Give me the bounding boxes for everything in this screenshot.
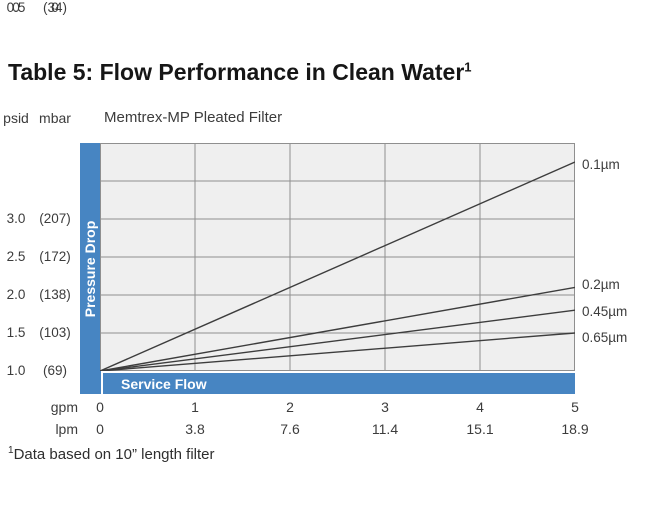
y-tick-psid: 2.5 [6, 249, 26, 264]
y-tick-psid: 2.0 [6, 287, 26, 302]
flow-chart [100, 143, 575, 371]
x-tick-gpm: 4 [476, 399, 484, 415]
footnote: 1Data based on 10” length filter [8, 445, 215, 463]
y-tick-row: 1.5 (103) [0, 325, 78, 340]
x-tick-lpm: 18.9 [561, 421, 589, 437]
footnote-text: Data based on 10” length filter [13, 446, 215, 463]
series-label-0-45um: 0.45µm [582, 304, 628, 319]
y-axis-units-header: psid mbar [0, 110, 78, 126]
x-tick-gpm: 2 [286, 399, 294, 415]
chart-subtitle: Memtrex-MP Pleated Filter [104, 109, 283, 126]
y-tick-mbar: (103) [39, 325, 71, 340]
plot-area [100, 143, 575, 371]
y-tick-psid: 1.0 [6, 363, 26, 378]
x-tick-lpm: 7.6 [280, 421, 300, 437]
page-title-text: Table 5: Flow Performance in Clean Water [8, 59, 465, 86]
y-tick-row: 2.0 (138) [0, 287, 78, 302]
y-tick-row: 1.0 (69) [0, 363, 78, 378]
x-tick-lpm: 3.8 [185, 421, 205, 437]
y-tick-row: 0 0 [0, 0, 78, 15]
y-tick-mbar: (34) [42, 0, 67, 15]
x-tick-lpm: 15.1 [466, 421, 494, 437]
y-tick-mbar: (207) [39, 211, 71, 226]
footnote-superscript: 1 [8, 445, 14, 456]
x-tick-lpm: 0 [96, 421, 104, 437]
service-flow-axis-label: Service Flow [121, 375, 207, 392]
x-tick-gpm: 5 [571, 399, 579, 415]
service-flow-axis-bar: Service Flow [103, 373, 575, 394]
y-axis-unit-psid: psid [3, 110, 29, 126]
pressure-drop-axis-label: Pressure Drop [82, 220, 99, 317]
x-tick-lpm: 11.4 [371, 421, 399, 437]
y-tick-row: 0.5 (34) [0, 0, 78, 15]
x-tick-gpm: 0 [96, 399, 104, 415]
series-label-0-1um: 0.1µm [582, 157, 620, 172]
y-tick-mbar: 0 [51, 0, 59, 15]
y-tick-mbar: (138) [39, 287, 71, 302]
y-tick-row: 3.0 (207) [0, 211, 78, 226]
y-tick-psid: 3.0 [6, 211, 26, 226]
y-tick-row: 2.5 (172) [0, 249, 78, 264]
x-axis-unit-lpm: lpm [55, 421, 78, 437]
x-tick-gpm: 3 [381, 399, 389, 415]
y-tick-psid: 0.5 [6, 0, 26, 15]
series-label-0-2um: 0.2µm [582, 277, 620, 292]
y-tick-psid: 0 [12, 0, 20, 15]
y-axis-unit-mbar: mbar [39, 110, 71, 126]
y-tick-psid: 1.5 [6, 325, 26, 340]
page-title-superscript: 1 [464, 59, 472, 75]
y-tick-mbar: (69) [42, 363, 67, 378]
page-title: Table 5: Flow Performance in Clean Water… [8, 59, 472, 86]
series-label-0-65um: 0.65µm [582, 330, 628, 345]
pressure-drop-axis-bar: Pressure Drop [80, 143, 101, 394]
x-tick-gpm: 1 [191, 399, 199, 415]
y-tick-mbar: (172) [39, 249, 71, 264]
x-axis-unit-gpm: gpm [50, 399, 78, 415]
